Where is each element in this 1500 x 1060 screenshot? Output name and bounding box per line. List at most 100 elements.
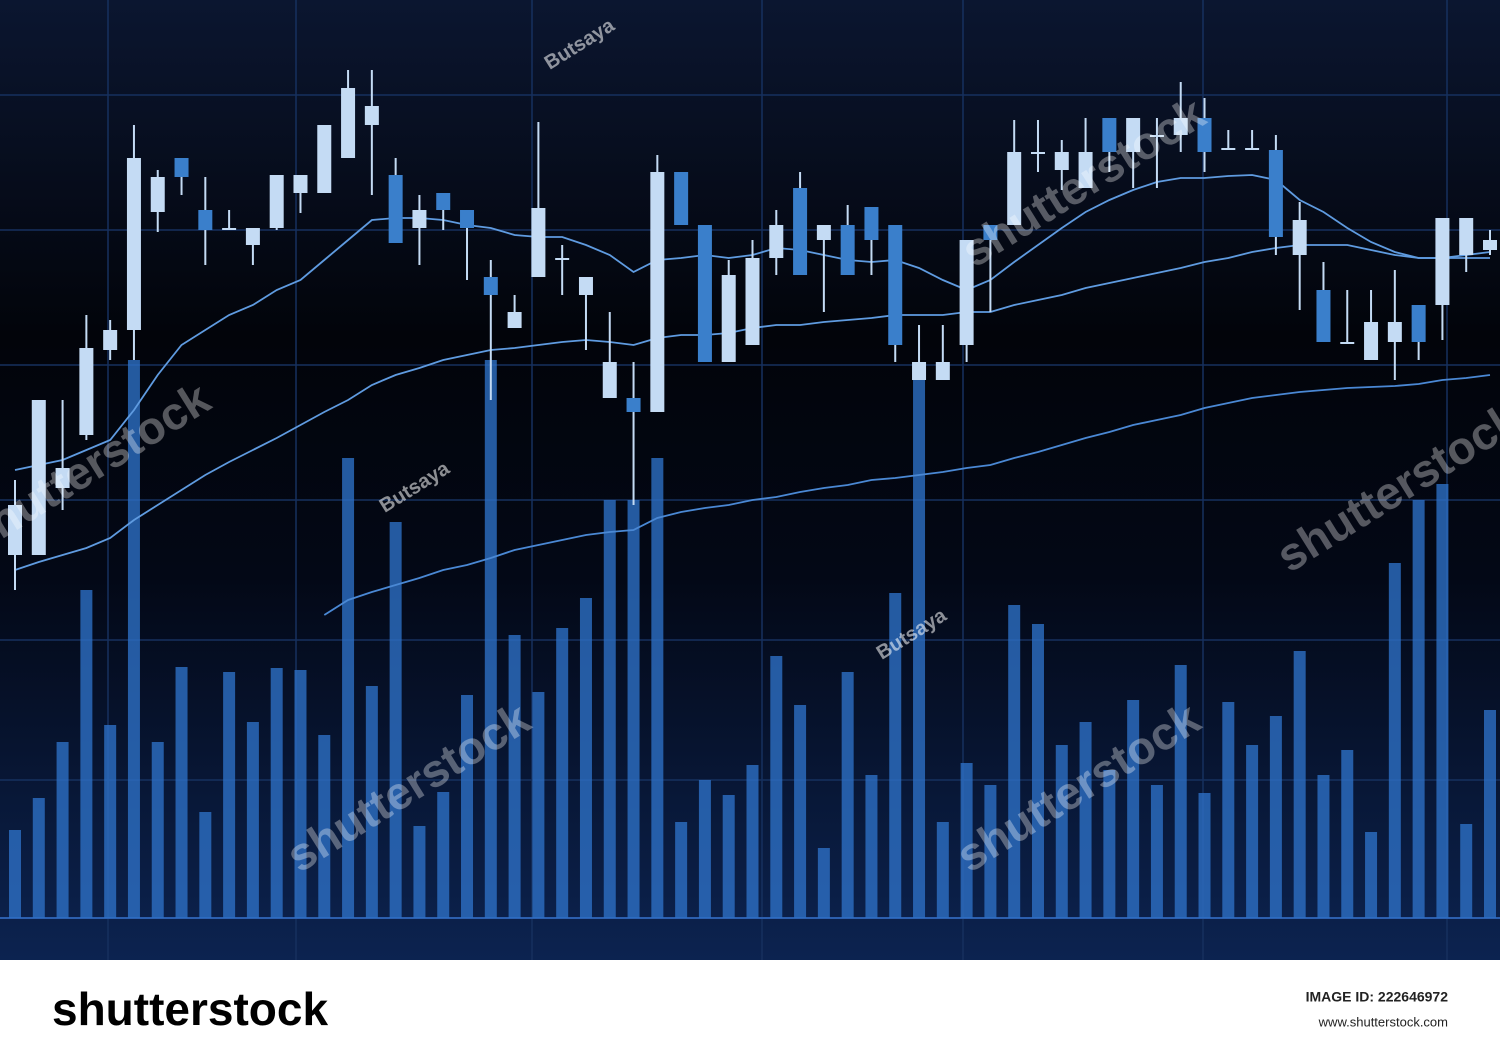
candle-body — [126, 158, 141, 330]
volume-bar — [1317, 775, 1330, 918]
candle-body — [1364, 322, 1379, 360]
candle-body — [79, 348, 94, 435]
volume-bar — [318, 735, 331, 918]
candle-body — [626, 398, 641, 412]
candle-body — [983, 225, 998, 240]
candle-body — [1459, 218, 1474, 255]
candle-body — [650, 172, 665, 412]
candle-body — [721, 275, 736, 362]
candle-body — [1268, 150, 1283, 237]
volume-bar — [9, 830, 21, 918]
volume-bar — [1079, 722, 1092, 918]
volume-bar — [437, 792, 450, 918]
candle-body — [816, 225, 831, 240]
candle-body — [840, 225, 855, 275]
volume-bar — [746, 765, 759, 918]
volume-bar — [1246, 745, 1259, 918]
candle-body — [1483, 240, 1497, 250]
volume-bar — [461, 695, 474, 918]
volume-bar — [1341, 750, 1354, 918]
candle-body — [1387, 322, 1402, 342]
candle-body — [1197, 118, 1212, 152]
volume-bar — [817, 848, 830, 918]
candle-body — [1292, 220, 1307, 255]
candle-body — [555, 258, 570, 260]
footer-url: www.shutterstock.com — [1318, 1014, 1448, 1029]
volume-bar — [722, 795, 735, 918]
volume-bar — [1388, 563, 1401, 918]
candle-body — [1245, 148, 1260, 150]
candle-body — [317, 125, 332, 193]
volume-bar — [1484, 710, 1496, 918]
candle-body — [602, 362, 617, 398]
volume-bar — [270, 668, 283, 918]
volume-bar — [675, 822, 688, 918]
candle-body — [912, 362, 927, 380]
volume-bar — [1055, 745, 1068, 918]
volume-bar — [1293, 651, 1306, 918]
image-id: IMAGE ID: 222646972 — [1306, 989, 1449, 1005]
candle-body — [507, 312, 522, 328]
volume-bar — [1412, 500, 1425, 918]
volume-bar — [80, 590, 93, 918]
volume-bar — [936, 822, 949, 918]
moving-average-line — [323, 374, 1491, 616]
footer-background — [0, 960, 1500, 1060]
volume-bar — [532, 692, 545, 918]
volume-bar — [698, 780, 711, 918]
volume-bar — [294, 670, 307, 918]
candle-body — [1149, 135, 1164, 137]
volume-bar — [1127, 700, 1140, 918]
candle-body — [769, 225, 784, 258]
volume-bar — [1198, 793, 1211, 918]
candle-body — [31, 400, 46, 555]
volume-bar — [603, 500, 616, 918]
candle-body — [341, 88, 356, 158]
volume-bar — [484, 360, 497, 918]
candle-body — [1411, 305, 1426, 342]
candle-body — [269, 175, 284, 228]
candle-body — [1126, 118, 1141, 152]
volume-bar — [342, 458, 355, 918]
candle-body — [460, 210, 475, 228]
volume-bar — [199, 812, 212, 918]
volume-bar — [1269, 716, 1282, 918]
volume-bar — [1365, 832, 1378, 918]
volume-bar — [508, 635, 521, 918]
candle-body — [174, 158, 189, 177]
volume-bar — [1174, 665, 1187, 918]
volume-bar — [413, 826, 426, 918]
candle-body — [793, 188, 808, 275]
candle-body — [531, 208, 546, 277]
candle-body — [222, 228, 237, 230]
candle-body — [674, 172, 689, 225]
volume-bar — [984, 785, 997, 918]
candle-body — [1221, 148, 1236, 150]
volume-bar — [960, 763, 973, 918]
volume-bar — [913, 370, 926, 918]
volume-bar — [104, 725, 117, 918]
footer-logo: shutterstock — [52, 983, 328, 1035]
volume-bar — [556, 628, 569, 918]
volume-bar — [841, 672, 854, 918]
candle-body — [483, 277, 498, 295]
candle-body — [412, 210, 427, 228]
volume-bar — [794, 705, 807, 918]
volume-bar — [1103, 770, 1116, 918]
volume-bar — [151, 742, 164, 918]
volume-bar — [246, 722, 259, 918]
candle-body — [578, 277, 593, 295]
volume-bar — [1436, 484, 1449, 918]
volume-bar — [889, 593, 902, 918]
volume-bar — [627, 500, 640, 918]
volume-bar — [1008, 605, 1021, 918]
candle-body — [1007, 152, 1022, 225]
candle-body — [1316, 290, 1331, 342]
candle-body — [745, 258, 760, 345]
volume-bar — [651, 458, 664, 918]
volume-bar — [56, 742, 69, 918]
volume-bar — [32, 798, 45, 918]
volume-bar — [1460, 824, 1473, 918]
